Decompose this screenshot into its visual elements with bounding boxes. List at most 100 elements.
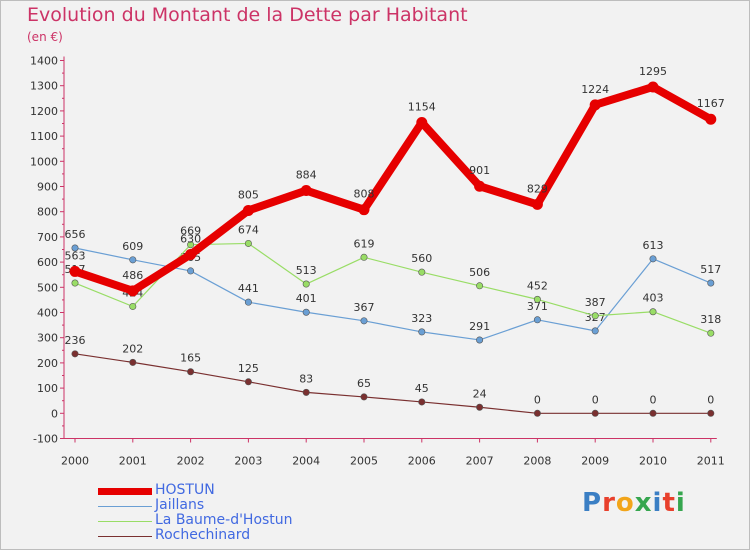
legend-swatch-jaillans [98, 506, 152, 507]
series-line-la-baume-d-hostun [74, 242, 712, 334]
series-line-rochechinard [74, 353, 712, 414]
data-point [531, 198, 543, 210]
data-point [187, 241, 195, 249]
logo-letter: P [582, 488, 603, 518]
legend-item-la-baume-dhostun: La Baume-d'Hostun [98, 512, 358, 529]
data-label: 901 [469, 164, 490, 177]
data-point [707, 279, 715, 287]
data-point [244, 239, 252, 247]
data-label: 619 [354, 237, 375, 250]
data-point [476, 403, 484, 411]
data-label: 165 [180, 352, 201, 365]
x-tick-label: 2008 [523, 455, 551, 468]
logo-letter: i [675, 488, 686, 518]
data-point [707, 329, 715, 337]
data-point [244, 378, 252, 386]
data-label: 630 [180, 233, 201, 246]
data-point [476, 336, 484, 344]
data-label: 323 [411, 312, 432, 325]
legend-swatch-rochechinard [98, 536, 152, 537]
y-tick-label: 900 [37, 181, 58, 194]
data-point [591, 327, 599, 335]
data-point [71, 350, 79, 358]
data-label: 669 [180, 225, 201, 238]
y-tick-label: -100 [33, 433, 58, 446]
data-label: 808 [354, 188, 375, 201]
data-label: 403 [643, 292, 664, 305]
x-tick-label: 2011 [697, 455, 725, 468]
x-tick-label: 2001 [119, 455, 147, 468]
data-label: 291 [469, 320, 490, 333]
data-label: 563 [65, 249, 86, 262]
y-tick-label: 800 [37, 206, 58, 219]
data-label: 613 [643, 239, 664, 252]
data-label: 83 [299, 372, 313, 385]
series-line-hostun [71, 82, 715, 295]
x-tick-label: 2005 [350, 455, 378, 468]
logo-letter: i [652, 488, 663, 518]
data-label: 45 [415, 382, 429, 395]
data-point [360, 253, 368, 261]
legend-item-hostun: HOSTUN [98, 482, 358, 499]
data-point [185, 249, 197, 261]
y-tick-label: 600 [37, 256, 58, 269]
x-tick-label: 2004 [292, 455, 320, 468]
x-tick-label: 2007 [466, 455, 494, 468]
data-point [129, 302, 137, 310]
data-label: 656 [65, 228, 86, 241]
data-point [242, 204, 254, 216]
legend-swatch-la-baume-dhostun [98, 521, 152, 522]
chart-title: Evolution du Montant de la Dette par Hab… [27, 4, 468, 26]
data-label: 236 [65, 334, 86, 347]
data-point [360, 317, 368, 325]
logo-letter: o [615, 488, 635, 518]
y-tick-label: 100 [37, 382, 58, 395]
data-point [649, 255, 657, 263]
data-label: 0 [707, 393, 714, 406]
data-label: 401 [296, 292, 317, 305]
chart-subtitle: (en €) [27, 30, 63, 44]
data-point [129, 256, 137, 264]
data-point [533, 295, 541, 303]
logo-letter: x [634, 488, 653, 518]
y-tick-label: 0 [51, 407, 58, 420]
data-point [302, 308, 310, 316]
legend-label-jaillans: Jaillans [155, 497, 205, 513]
logo-letter: t [662, 488, 676, 518]
data-label: 452 [527, 279, 548, 292]
data-point [476, 282, 484, 290]
y-tick-label: 200 [37, 357, 58, 370]
data-label: 1295 [639, 65, 667, 78]
data-label: 506 [469, 266, 490, 279]
data-point [707, 409, 715, 417]
data-point [127, 285, 139, 297]
data-point [705, 113, 717, 125]
legend-item-jaillans: Jaillans [98, 497, 358, 514]
y-tick-label: 1200 [30, 105, 58, 118]
y-tick-label: 500 [37, 281, 58, 294]
data-point [591, 409, 599, 417]
data-point [649, 409, 657, 417]
data-point [589, 99, 601, 111]
y-tick-label: 300 [37, 332, 58, 345]
y-tick-label: 700 [37, 231, 58, 244]
data-label: 884 [296, 169, 317, 182]
data-label: 517 [700, 263, 721, 276]
data-label: 486 [122, 269, 143, 282]
data-label: 829 [527, 182, 548, 195]
data-label: 513 [296, 264, 317, 277]
data-label: 202 [122, 342, 143, 355]
data-label: 0 [592, 393, 599, 406]
data-label: 1154 [408, 100, 436, 113]
x-tick-label: 2000 [61, 455, 89, 468]
logo-letter: r [602, 488, 616, 518]
data-point [647, 81, 659, 93]
y-tick-label: 1400 [30, 55, 58, 68]
data-point [300, 185, 312, 197]
data-label: 560 [411, 252, 432, 265]
x-tick-label: 2006 [408, 455, 436, 468]
data-point [418, 398, 426, 406]
data-label: 318 [700, 313, 721, 326]
data-point [129, 358, 137, 366]
